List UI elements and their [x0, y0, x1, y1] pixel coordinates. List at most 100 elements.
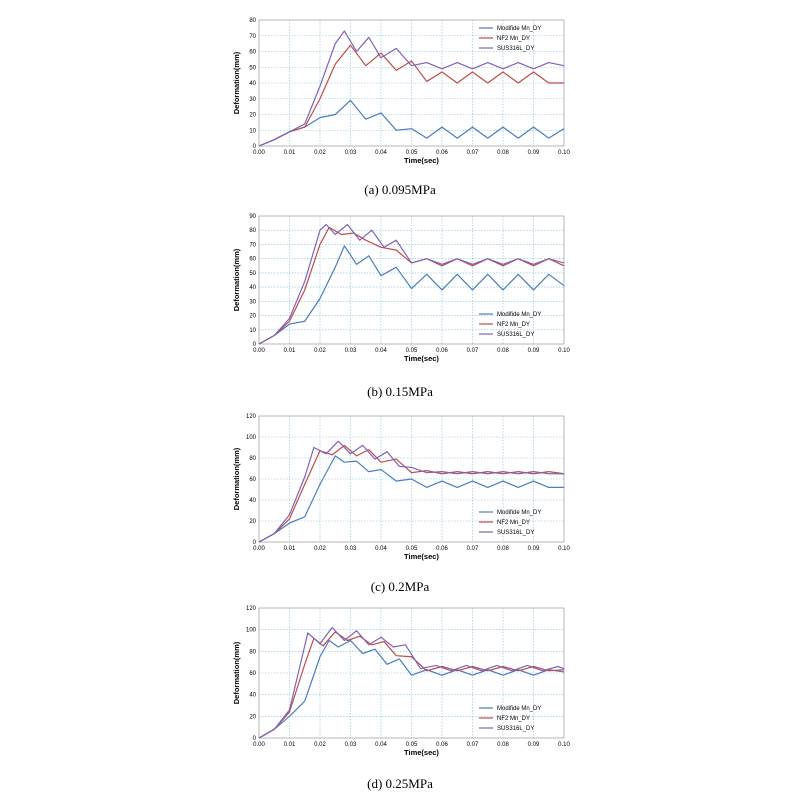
chart-caption: (a) 0.095MPa: [364, 182, 436, 197]
y-tick-label: 60: [249, 477, 256, 483]
legend-label: Modifide Mn_DY: [497, 312, 541, 318]
chart-caption: (d) 0.25MPa: [367, 776, 433, 791]
x-tick-label: 0.05: [406, 742, 418, 748]
y-axis-title: Deformation(mm): [232, 248, 241, 311]
x-tick-label: 0.04: [375, 546, 387, 552]
y-tick-label: 20: [249, 113, 256, 119]
y-tick-label: 20: [249, 314, 256, 320]
x-tick-label: 0.10: [558, 348, 570, 354]
y-axis-title: Deformation(mm): [232, 447, 241, 510]
x-tick-label: 0.08: [497, 742, 509, 748]
y-tick-label: 70: [249, 34, 256, 40]
x-axis-title: Time(sec): [404, 748, 439, 757]
y-tick-label: 50: [249, 65, 256, 71]
x-tick-label: 0.03: [345, 348, 357, 354]
x-tick-label: 0.03: [345, 546, 357, 552]
x-tick-label: 0.09: [528, 742, 540, 748]
x-tick-label: 0.08: [497, 546, 509, 552]
x-tick-label: 0.07: [467, 742, 479, 748]
x-tick-label: 0.06: [436, 348, 448, 354]
x-tick-label: 0.10: [558, 742, 570, 748]
y-tick-label: 80: [249, 228, 256, 234]
x-tick-label: 0.06: [436, 742, 448, 748]
series-line: [258, 631, 565, 739]
x-tick-label: 0.02: [314, 348, 326, 354]
y-tick-label: 0: [253, 342, 257, 348]
grid: [259, 608, 564, 738]
legend: Modifide Mn_DY NF2 Mn_DY SUS316L_DY: [479, 312, 541, 338]
x-tick-label: 0.05: [406, 150, 418, 156]
y-tick-label: 0: [253, 540, 257, 546]
x-tick-label: 0.00: [253, 546, 265, 552]
y-tick-label: 0: [253, 144, 257, 150]
y-tick-label: 100: [246, 628, 257, 634]
x-tick-label: 0.02: [314, 742, 326, 748]
y-tick-label: 20: [249, 519, 256, 525]
legend: Modifide Mn_DY NF2 Mn_DY SUS316L_DY: [479, 26, 541, 52]
x-tick-label: 0.04: [375, 742, 387, 748]
legend-label: Modifide Mn_DY: [497, 510, 541, 516]
y-tick-label: 30: [249, 299, 256, 305]
x-tick-label: 0.07: [467, 150, 479, 156]
y-tick-label: 60: [249, 257, 256, 263]
y-axis-title: Deformation(mm): [232, 51, 241, 114]
y-tick-label: 70: [249, 242, 256, 248]
legend-label: Modifide Mn_DY: [497, 26, 541, 32]
y-tick-label: 40: [249, 285, 256, 291]
series-line: [258, 440, 564, 543]
y-tick-label: 40: [249, 498, 256, 504]
y-tick-label: 120: [246, 606, 257, 612]
x-tick-label: 0.09: [528, 348, 540, 354]
series-line: [258, 455, 564, 543]
x-tick-label: 0.01: [284, 546, 296, 552]
x-tick-label: 0.06: [436, 150, 448, 156]
legend-label: NF2 Mn_DY: [497, 36, 530, 42]
chart-caption: (c) 0.2MPa: [370, 579, 430, 594]
x-axis-title: Time(sec): [404, 354, 439, 363]
x-tick-label: 0.07: [467, 348, 479, 354]
chart-svg: 0 10 20 30 40 50 60 70 80 90 0.00 0.01 0.02 0.03 0.04 0…: [232, 214, 570, 363]
grid: [259, 216, 564, 344]
series-line: [258, 626, 565, 739]
chart-panel: 0 20 40 60 80 100 120 0.00 0.01 0.02 0.03 0.04 0.05 0…: [0, 606, 800, 796]
legend-label: NF2 Mn_DY: [497, 520, 530, 526]
x-tick-label: 0.08: [497, 348, 509, 354]
x-tick-label: 0.10: [558, 546, 570, 552]
y-tick-label: 20: [249, 714, 256, 720]
x-tick-label: 0.10: [558, 150, 570, 156]
y-tick-label: 80: [249, 649, 256, 655]
y-tick-label: 80: [249, 456, 256, 462]
x-tick-label: 0.01: [284, 742, 296, 748]
x-tick-label: 0.00: [253, 348, 265, 354]
y-tick-label: 60: [249, 671, 256, 677]
y-axis-title: Deformation(mm): [232, 641, 241, 704]
x-tick-label: 0.03: [345, 742, 357, 748]
x-tick-label: 0.00: [253, 742, 265, 748]
legend-label: Modifide Mn_DY: [497, 706, 541, 712]
x-tick-label: 0.04: [375, 150, 387, 156]
series-line: [258, 245, 565, 345]
series-line: [258, 30, 565, 147]
legend-label: SUS316L_DY: [497, 530, 534, 536]
y-tick-label: 40: [249, 81, 256, 87]
series-line: [258, 44, 564, 147]
legend-label: NF2 Mn_DY: [497, 716, 530, 722]
y-tick-label: 120: [246, 414, 257, 420]
x-tick-label: 0.01: [284, 348, 296, 354]
x-axis-title: Time(sec): [404, 552, 439, 561]
x-tick-label: 0.02: [314, 546, 326, 552]
legend: Modifide Mn_DY NF2 Mn_DY SUS316L_DY: [479, 706, 541, 732]
chart-svg: 0 20 40 60 80 100 120 0.00 0.01 0.02 0.03 0.04 0.05 0…: [232, 606, 570, 757]
legend-label: SUS316L_DY: [497, 726, 534, 732]
x-axis-title: Time(sec): [404, 156, 439, 165]
x-tick-label: 0.03: [345, 150, 357, 156]
grid: [259, 20, 564, 146]
y-tick-label: 10: [249, 328, 256, 334]
series-line: [258, 223, 565, 345]
chart-caption: (b) 0.15MPa: [367, 384, 433, 399]
y-tick-label: 100: [246, 435, 257, 441]
chart-svg: 0 10 20 30 40 50 60 70 80 0.00 0.01 0.02 0.03 0.04 0.0…: [232, 18, 570, 165]
x-tick-label: 0.02: [314, 150, 326, 156]
x-tick-label: 0.08: [497, 150, 509, 156]
x-tick-label: 0.04: [375, 348, 387, 354]
